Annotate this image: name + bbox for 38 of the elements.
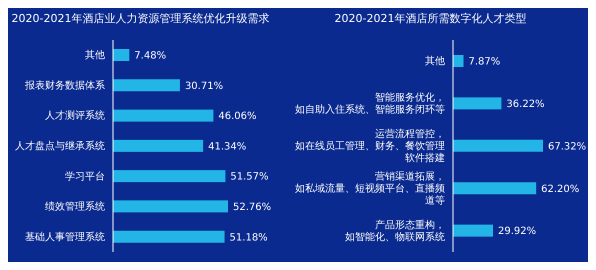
bar bbox=[113, 170, 226, 182]
chart-title: 2020-2021年酒店业人力资源管理系统优化升级需求 bbox=[10, 11, 270, 27]
y-tick-label: 营销渠道拓展，如私域流量、短视频平台、直播频道等 bbox=[295, 170, 445, 206]
bar bbox=[113, 79, 180, 92]
bar bbox=[453, 97, 502, 110]
bar bbox=[113, 110, 214, 122]
data-label: 51.57% bbox=[230, 172, 269, 183]
data-label: 52.76% bbox=[233, 202, 272, 213]
y-tick-label: 基础人事管理系统 bbox=[25, 230, 105, 242]
data-label: 36.22% bbox=[506, 98, 545, 110]
y-tick-label: 运营流程管控，如在线员工管理、财务、餐饮管理软件搭建 bbox=[295, 128, 445, 164]
y-tick-label: 人才盘点与继承系统 bbox=[15, 140, 105, 152]
bar bbox=[453, 182, 536, 194]
data-label: 7.48% bbox=[134, 50, 166, 62]
data-label: 30.71% bbox=[184, 80, 224, 92]
data-label: 7.87% bbox=[468, 56, 500, 68]
y-tick-label: 产品形态重构，如智能化、物联网系统 bbox=[345, 218, 445, 242]
y-tick-label: 其他 bbox=[425, 54, 445, 67]
bar bbox=[113, 49, 130, 61]
y-tick-label: 其他 bbox=[85, 48, 105, 61]
y-tick-label: 报表财务数据体系 bbox=[24, 78, 105, 91]
data-label: 41.34% bbox=[208, 141, 246, 152]
y-tick-label: 智能服务优化，如自助入住系统、智能服务闭环等 bbox=[295, 91, 445, 116]
bar bbox=[453, 55, 464, 67]
chart-title: 2020-2021年酒店所需数字化人才类型 bbox=[334, 11, 528, 27]
data-label: 67.32% bbox=[548, 141, 586, 152]
y-tick-label: 人才测评系统 bbox=[45, 109, 105, 122]
y-tick-label: 学习平台 bbox=[65, 170, 105, 182]
bar bbox=[113, 230, 225, 243]
data-label: 62.20% bbox=[541, 184, 580, 195]
data-label: 51.18% bbox=[230, 232, 268, 244]
data-label: 46.06% bbox=[218, 111, 257, 122]
bar bbox=[453, 140, 543, 152]
y-tick-label: 绩效管理系统 bbox=[45, 200, 105, 212]
bar bbox=[453, 224, 493, 237]
bar bbox=[113, 200, 228, 212]
bar bbox=[113, 140, 204, 152]
data-label: 29.92% bbox=[498, 226, 536, 238]
